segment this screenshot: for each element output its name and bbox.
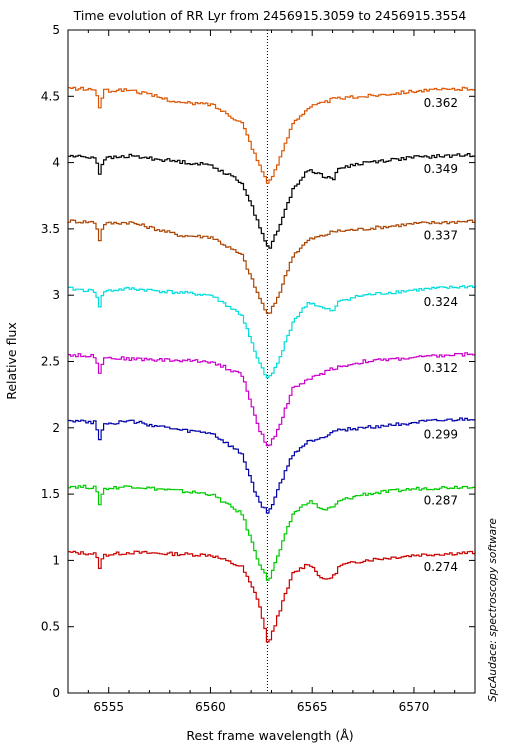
y-tick-label: 3.5: [41, 222, 60, 236]
x-axis-ticks: 6555 6560 6565 6570: [67, 30, 476, 714]
y-tick-label: 2: [52, 421, 60, 435]
y-tick-label: 4.5: [41, 89, 60, 103]
y-tick-label: 1: [52, 553, 60, 567]
phase-label: 0.274: [424, 560, 458, 574]
y-tick-label: 1.5: [41, 487, 60, 501]
x-tick-label: 6570: [399, 700, 430, 714]
phase-label: 0.337: [424, 229, 458, 243]
series-line-0.287: [68, 484, 476, 581]
phase-labels: 0.274 0.287 0.299 0.312 0.324 0.337 0.349 0.362: [424, 96, 458, 574]
x-axis-label: Rest frame wavelength (Å): [186, 728, 353, 743]
series-line-0.324: [68, 285, 476, 379]
series-layer: [68, 86, 476, 643]
phase-label: 0.299: [424, 427, 458, 441]
x-tick-label: 6565: [297, 700, 328, 714]
x-tick-label: 6555: [93, 700, 124, 714]
series-line-0.337: [68, 219, 476, 314]
y-tick-label: 4: [52, 156, 60, 170]
series-line-0.299: [68, 417, 476, 514]
y-tick-label: 0: [52, 686, 60, 700]
series-line-0.362: [68, 86, 476, 184]
series-line-0.349: [68, 153, 476, 249]
y-axis-label: Relative flux: [4, 322, 19, 400]
series-line-0.274: [68, 550, 476, 643]
y-axis-ticks: 0 0.5 1 1.5 2 2.5 3 3.5 4 4.5 5: [41, 23, 475, 700]
phase-label: 0.324: [424, 295, 458, 309]
phase-label: 0.362: [424, 96, 458, 110]
phase-label: 0.287: [424, 494, 458, 508]
y-tick-label: 0.5: [41, 620, 60, 634]
chart-title: Time evolution of RR Lyr from 2456915.30…: [73, 8, 467, 23]
phase-label: 0.312: [424, 361, 458, 375]
phase-label: 0.349: [424, 162, 458, 176]
x-tick-label: 6560: [195, 700, 226, 714]
y-tick-label: 3: [52, 288, 60, 302]
y-tick-label: 2.5: [41, 355, 60, 369]
series-line-0.312: [68, 352, 476, 447]
software-credit: SpcAudace: spectroscopy software: [487, 518, 499, 702]
y-tick-label: 5: [52, 23, 60, 37]
